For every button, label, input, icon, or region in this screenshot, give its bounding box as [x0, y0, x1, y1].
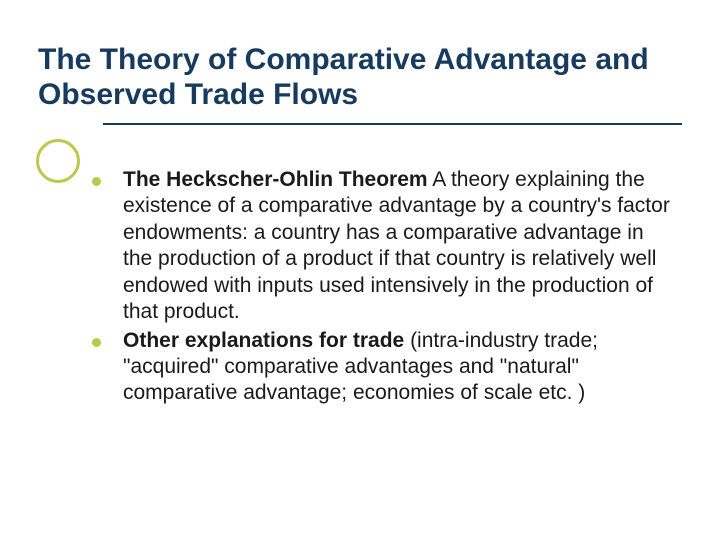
list-item: The Heckscher-Ohlin Theorem A theory exp…	[92, 167, 678, 326]
bullet-lead: Other explanations for trade	[123, 329, 404, 352]
bullet-lead: The Heckscher-Ohlin Theorem	[123, 168, 428, 191]
body-area: The Heckscher-Ohlin Theorem A theory exp…	[38, 167, 682, 407]
bullet-icon	[92, 177, 101, 186]
title-underline	[103, 123, 682, 125]
accent-circle-icon	[36, 139, 80, 183]
list-item: Other explanations for trade (intra-indu…	[92, 328, 678, 407]
slide-title: The Theory of Comparative Advantage and …	[38, 42, 682, 113]
bullet-text: The Heckscher-Ohlin Theorem A theory exp…	[123, 167, 678, 326]
bullet-rest: A theory explaining the existence of a c…	[123, 168, 670, 323]
bullet-icon	[92, 338, 101, 347]
slide: The Theory of Comparative Advantage and …	[0, 0, 720, 540]
bullet-text: Other explanations for trade (intra-indu…	[123, 328, 678, 407]
